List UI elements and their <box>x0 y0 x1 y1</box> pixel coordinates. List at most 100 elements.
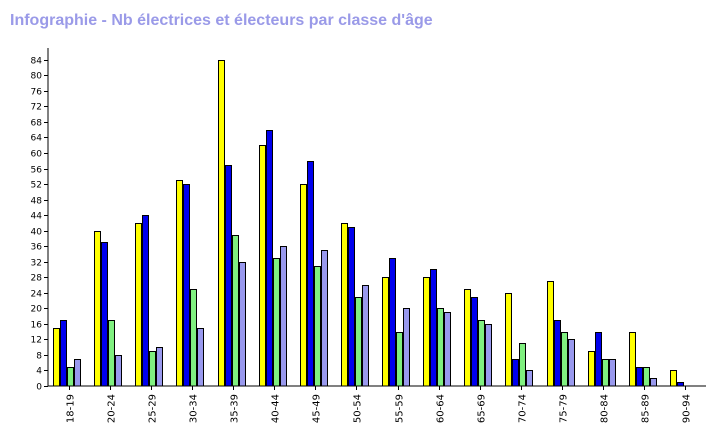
x-tick-label: 45-49 <box>312 394 323 423</box>
bar-35-39-series-4 <box>239 262 246 387</box>
bar-55-59-series-1 <box>382 277 389 387</box>
y-tick-label: 52 <box>31 181 42 191</box>
x-tick-label: 55-59 <box>395 394 406 423</box>
bar-85-89-series-1 <box>629 332 636 387</box>
bar-35-39-series-1 <box>218 60 225 387</box>
bar-65-69-series-2 <box>471 297 478 387</box>
bar-45-49-series-2 <box>307 161 314 387</box>
bar-40-44-series-2 <box>266 130 273 387</box>
bar-50-54-series-2 <box>348 227 355 387</box>
bar-70-74-series-4 <box>526 370 533 387</box>
y-tick-label: 56 <box>31 166 43 176</box>
bar-75-79-series-1 <box>547 281 554 387</box>
x-tick-label: 18-19 <box>66 394 77 423</box>
bar-75-79-series-4 <box>568 339 575 387</box>
chart-title: Infographie - Nb électrices et électeurs… <box>10 12 433 29</box>
y-tick-label: 8 <box>36 352 42 362</box>
bar-45-49-series-1 <box>300 184 307 387</box>
x-tick-label: 50-54 <box>353 394 364 423</box>
x-tick-label: 40-44 <box>271 394 282 423</box>
bar-50-54-series-4 <box>362 285 369 387</box>
y-tick-label: 68 <box>31 119 43 129</box>
bar-90-94-series-1 <box>670 370 677 387</box>
bar-35-39-series-2 <box>225 165 232 387</box>
bar-55-59-series-2 <box>389 258 396 387</box>
bar-60-64-series-3 <box>437 308 444 387</box>
y-tick-label: 40 <box>31 228 43 238</box>
bar-70-74-series-1 <box>505 293 512 387</box>
bar-18-19-series-3 <box>67 367 74 387</box>
bar-65-69-series-3 <box>478 320 485 387</box>
bar-60-64-series-2 <box>430 269 437 387</box>
bar-35-39-series-3 <box>232 235 239 387</box>
y-tick-label: 60 <box>31 150 43 160</box>
bar-40-44-series-3 <box>273 258 280 387</box>
x-tick-label: 60-64 <box>436 394 447 423</box>
bar-25-29-series-3 <box>149 351 156 387</box>
bar-45-49-series-3 <box>314 266 321 387</box>
bar-75-79-series-2 <box>554 320 561 387</box>
x-tick-label: 30-34 <box>189 394 200 423</box>
bar-30-34-series-4 <box>197 328 204 387</box>
bar-25-29-series-2 <box>142 215 149 387</box>
bar-60-64-series-1 <box>423 277 430 387</box>
bar-18-19-series-1 <box>53 328 60 387</box>
bar-25-29-series-4 <box>156 347 163 387</box>
bar-90-94-series-2 <box>677 382 684 387</box>
x-tick-label: 65-69 <box>477 394 488 423</box>
x-tick-label: 25-29 <box>148 394 159 423</box>
bar-70-74-series-2 <box>512 359 519 387</box>
bar-20-24-series-3 <box>108 320 115 387</box>
bar-60-64-series-4 <box>444 312 451 387</box>
y-tick-label: 12 <box>31 336 42 346</box>
bar-20-24-series-4 <box>115 355 122 387</box>
y-tick-label: 48 <box>31 197 43 207</box>
y-tick-label: 16 <box>31 321 43 331</box>
y-tick-label: 32 <box>31 259 42 269</box>
x-tick-label: 75-79 <box>559 394 570 423</box>
bar-65-69-series-4 <box>485 324 492 387</box>
bar-20-24-series-1 <box>94 231 101 387</box>
x-tick-label: 70-74 <box>518 394 529 423</box>
bar-55-59-series-3 <box>396 332 403 387</box>
bar-70-74-series-3 <box>519 343 526 387</box>
bar-40-44-series-1 <box>259 145 266 387</box>
bar-30-34-series-3 <box>190 289 197 387</box>
bar-80-84-series-3 <box>602 359 609 387</box>
y-tick-label: 44 <box>31 212 43 222</box>
y-tick-label: 20 <box>31 305 43 315</box>
bar-30-34-series-2 <box>183 184 190 387</box>
x-tick-label: 35-39 <box>230 394 241 423</box>
x-tick-label: 90-94 <box>682 394 693 423</box>
bar-45-49-series-4 <box>321 250 328 387</box>
y-tick-label: 4 <box>36 367 42 377</box>
bar-85-89-series-2 <box>636 367 643 387</box>
bar-80-84-series-4 <box>609 359 616 387</box>
y-tick-label: 72 <box>31 103 42 113</box>
x-tick-label: 20-24 <box>107 394 118 423</box>
bar-18-19-series-2 <box>60 320 67 387</box>
bar-18-19-series-4 <box>74 359 81 387</box>
y-tick-label: 64 <box>31 134 43 144</box>
bar-80-84-series-1 <box>588 351 595 387</box>
bar-50-54-series-3 <box>355 297 362 387</box>
bar-55-59-series-4 <box>403 308 410 387</box>
x-tick-label: 85-89 <box>641 394 652 423</box>
y-tick-label: 84 <box>31 57 43 67</box>
bar-20-24-series-2 <box>101 242 108 387</box>
y-tick-label: 0 <box>36 383 42 393</box>
bar-40-44-series-4 <box>280 246 287 387</box>
bar-30-34-series-1 <box>176 180 183 387</box>
bar-85-89-series-4 <box>650 378 657 387</box>
bar-25-29-series-1 <box>135 223 142 387</box>
y-tick-label: 80 <box>31 72 43 82</box>
y-tick-label: 24 <box>31 290 43 300</box>
y-tick-label: 36 <box>31 243 43 253</box>
bar-50-54-series-1 <box>341 223 348 387</box>
bar-85-89-series-3 <box>643 367 650 387</box>
y-tick-label: 28 <box>31 274 43 284</box>
bar-80-84-series-2 <box>595 332 602 387</box>
bar-65-69-series-1 <box>464 289 471 387</box>
bar-75-79-series-3 <box>561 332 568 387</box>
